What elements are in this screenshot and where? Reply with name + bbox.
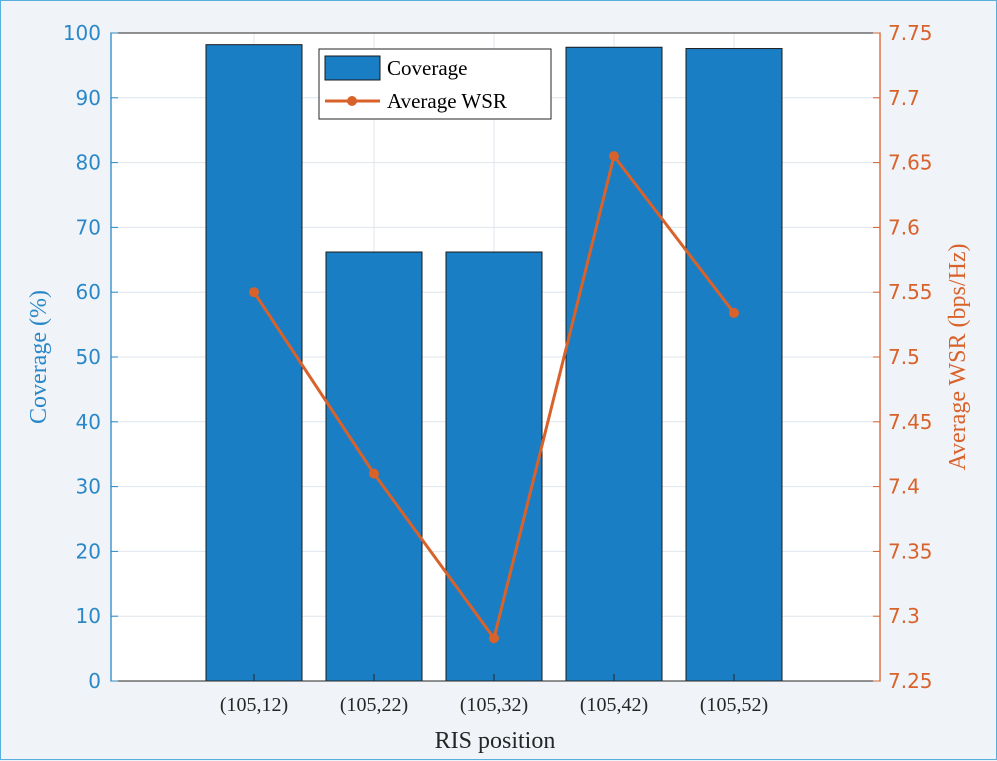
tick-label-left: 60 [76,280,101,304]
point-average-wsr-3 [609,151,619,162]
axis-ticks: 0 10 20 30 40 50 60 70 80 90 100 7.25 7.3 7.35 7.4 7.45… [63,21,933,716]
tick-label-x: (105,12) [220,694,288,716]
tick-label-right: 7.55 [888,280,933,304]
point-average-wsr-0 [249,287,259,298]
point-average-wsr-4 [729,307,739,318]
point-average-wsr-1 [369,468,379,479]
tick-label-right: 7.7 [888,86,920,110]
legend-label-coverage: Coverage [387,56,467,80]
tick-label-x: (105,22) [340,694,408,716]
bar-series-coverage [205,44,783,682]
tick-label-x: (105,32) [460,694,528,716]
tick-label-right: 7.4 [888,475,920,499]
tick-label-left: 50 [76,345,101,369]
bar-coverage-1 [325,251,423,682]
x-axis-label: RIS position [435,728,556,754]
legend-swatch-coverage [324,55,381,81]
tick-label-right: 7.45 [888,410,933,434]
bar-coverage-0 [205,44,303,682]
line-series-average-wsr [249,151,739,644]
tick-label-left: 40 [76,410,101,434]
tick-label-right: 7.65 [888,151,933,175]
bar-coverage-2 [445,251,543,682]
tick-label-left: 70 [76,215,101,239]
y-axis-label-left: Coverage (%) [26,290,52,424]
legend-label-average-wsr: Average WSR [387,89,507,113]
y-axis-label-right: Average WSR (bps/Hz) [945,243,971,470]
tick-label-left: 10 [76,604,101,628]
tick-label-right: 7.6 [888,215,920,239]
tick-label-right: 7.3 [888,604,920,628]
tick-label-left: 20 [76,539,101,563]
tick-label-x: (105,52) [700,694,768,716]
tick-label-right: 7.75 [888,21,933,45]
tick-label-left: 0 [88,669,101,693]
tick-label-right: 7.5 [888,345,920,369]
tick-label-left: 100 [63,21,101,45]
tick-label-left: 80 [76,151,101,175]
bar-coverage-4 [685,48,783,682]
point-average-wsr-2 [489,633,499,644]
legend: Coverage Average WSR [318,48,552,120]
legend-marker-average-wsr [347,96,357,106]
tick-label-right: 7.25 [888,669,933,693]
bar-coverage-3 [565,46,663,682]
tick-label-left: 90 [76,86,101,110]
tick-label-right: 7.35 [888,539,933,563]
tick-label-x: (105,42) [580,694,648,716]
tick-label-left: 30 [76,475,101,499]
